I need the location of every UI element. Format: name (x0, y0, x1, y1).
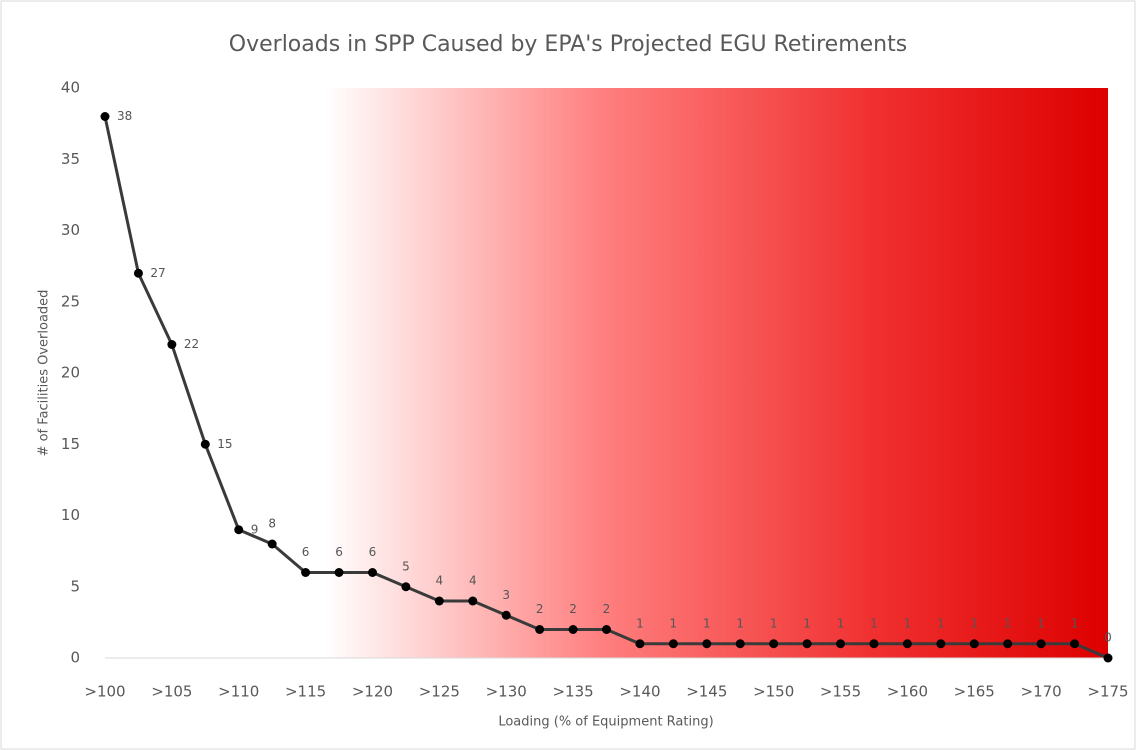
data-point (401, 582, 411, 592)
x-tick-label: >165 (954, 683, 995, 701)
data-point (234, 525, 244, 535)
data-point (133, 268, 143, 278)
data-label: 1 (736, 616, 744, 630)
y-axis-title: # of Facilities Overloaded (37, 290, 52, 457)
data-label: 2 (603, 602, 611, 616)
data-label: 2 (536, 602, 544, 616)
data-label: 27 (150, 266, 165, 280)
data-point (1003, 639, 1013, 649)
data-label: 15 (217, 437, 232, 451)
x-axis-title: Loading (% of Equipment Rating) (498, 715, 713, 730)
data-label: 2 (569, 602, 577, 616)
data-point (969, 639, 979, 649)
data-label: 9 (251, 522, 259, 536)
y-tick-label: 10 (61, 506, 80, 524)
data-point (802, 639, 812, 649)
x-tick-label: >130 (486, 683, 527, 701)
data-point (902, 639, 912, 649)
data-label: 5 (402, 559, 410, 573)
data-label: 1 (937, 616, 945, 630)
y-tick-label: 25 (61, 292, 80, 310)
y-tick-label: 0 (70, 649, 80, 667)
x-tick-label: >145 (686, 683, 727, 701)
data-point (1036, 639, 1046, 649)
data-label: 1 (1037, 616, 1045, 630)
x-tick-label: >140 (619, 683, 660, 701)
y-tick-label: 15 (61, 435, 80, 453)
chart-title: Overloads in SPP Caused by EPA's Project… (229, 32, 907, 57)
y-tick-label: 20 (61, 364, 80, 382)
y-tick-label: 5 (70, 577, 80, 595)
x-tick-label: >170 (1021, 683, 1062, 701)
x-tick-label: >100 (84, 683, 125, 701)
data-label: 6 (302, 545, 310, 559)
data-point (301, 568, 311, 577)
data-label: 1 (1004, 616, 1012, 630)
data-label: 3 (502, 588, 510, 602)
x-tick-label: >105 (151, 683, 192, 701)
data-label: 1 (1071, 616, 1079, 630)
data-label: 6 (335, 545, 343, 559)
data-label: 6 (369, 545, 377, 559)
x-tick-label: >125 (419, 683, 460, 701)
data-point (668, 639, 678, 649)
data-point (267, 539, 277, 549)
x-tick-label: >135 (552, 683, 593, 701)
x-tick-label: >160 (887, 683, 928, 701)
x-tick-label: >175 (1087, 683, 1128, 701)
data-point (702, 639, 712, 649)
data-point (334, 568, 344, 577)
data-label: 22 (184, 337, 199, 351)
data-point (1070, 639, 1080, 649)
data-label: 1 (636, 616, 644, 630)
x-tick-label: >150 (753, 683, 794, 701)
data-point (501, 610, 511, 620)
data-label: 1 (670, 616, 678, 630)
data-point (468, 596, 478, 606)
heat-band (325, 88, 1108, 658)
x-tick-label: >115 (285, 683, 326, 701)
data-label: 4 (469, 574, 477, 588)
x-tick-label: >120 (352, 683, 393, 701)
data-point (568, 625, 578, 634)
data-point (367, 568, 377, 577)
data-label: 1 (904, 616, 912, 630)
x-tick-label: >110 (218, 683, 259, 701)
data-point (434, 596, 444, 606)
y-tick-label: 35 (61, 150, 80, 168)
data-point (769, 639, 779, 649)
data-point (200, 439, 210, 449)
data-label: 1 (837, 616, 845, 630)
y-tick-label: 40 (61, 79, 80, 97)
data-point (635, 639, 645, 649)
data-label: 4 (436, 574, 444, 588)
y-tick-label: 30 (61, 221, 80, 239)
data-point (869, 639, 879, 649)
data-point (535, 625, 545, 634)
data-label: 38 (117, 109, 132, 123)
data-label: 1 (870, 616, 878, 630)
data-point (1103, 653, 1113, 663)
data-point (735, 639, 745, 649)
data-label: 1 (770, 616, 778, 630)
x-tick-label: >155 (820, 683, 861, 701)
data-point (936, 639, 946, 649)
data-label: 1 (703, 616, 711, 630)
data-point (836, 639, 846, 649)
data-label: 1 (970, 616, 978, 630)
data-point (602, 625, 611, 634)
data-label: 0 (1104, 631, 1112, 645)
data-point (167, 340, 177, 349)
data-point (100, 112, 110, 121)
data-label: 8 (268, 517, 276, 531)
data-label: 1 (803, 616, 811, 630)
